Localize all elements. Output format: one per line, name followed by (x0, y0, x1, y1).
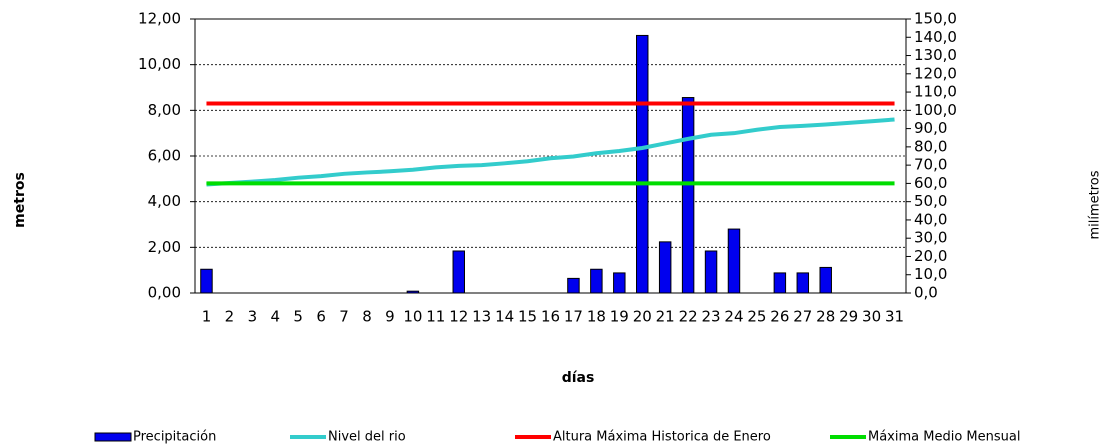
x-tick-label: 13 (472, 308, 491, 326)
x-tick-label: 3 (248, 308, 258, 326)
x-tick-label: 10 (403, 308, 422, 326)
y-tick-label: 0,00 (148, 284, 181, 302)
x-tick-label: 5 (293, 308, 303, 326)
legend-label: Precipitación (133, 430, 216, 445)
bar (636, 34, 649, 294)
x-tick-label: 12 (449, 308, 468, 326)
bar (819, 266, 832, 294)
x-axis-title: días (562, 370, 595, 386)
x-tick-label: 30 (862, 308, 881, 326)
bar (200, 268, 213, 294)
y2-tick-label: 30,0 (914, 229, 947, 247)
bar (681, 97, 695, 294)
y2-tick-label: 80,0 (914, 137, 947, 155)
bar (773, 272, 787, 294)
x-tick-label: 31 (885, 308, 904, 326)
x-tick-label: 7 (339, 308, 349, 326)
y-tick-label: 10,00 (138, 55, 181, 73)
y2-axis-title: milímetros (1088, 170, 1103, 239)
x-tick-label: 20 (633, 308, 652, 326)
y2-tick-label: 110,0 (914, 83, 957, 101)
y-tick-label: 4,00 (148, 192, 181, 210)
legend-label: Máxima Medio Mensual (868, 430, 1020, 445)
y2-tick-label: 0,0 (914, 284, 938, 302)
y2-tick-label: 130,0 (914, 46, 957, 64)
x-tick-label: 16 (541, 308, 560, 326)
y2-tick-label: 140,0 (914, 28, 957, 46)
plot-frame (194, 18, 907, 294)
y2-tick-label: 70,0 (914, 156, 947, 174)
legend-label: Altura Máxima Historica de Enero (553, 430, 771, 445)
y-tick-label: 6,00 (148, 147, 181, 165)
y2-tick-label: 100,0 (914, 101, 957, 119)
x-tick-label: 25 (747, 308, 766, 326)
bar (613, 272, 626, 294)
x-tick-label: 28 (816, 308, 835, 326)
x-tick-label: 24 (724, 308, 743, 326)
y2-tick-label: 150,0 (914, 10, 957, 28)
bar (658, 241, 672, 294)
x-tick-label: 4 (271, 308, 281, 326)
y2-tick-label: 40,0 (914, 210, 947, 228)
x-tick-label: 14 (495, 308, 514, 326)
x-tick-label: 1 (202, 308, 212, 326)
y2-tick-label: 120,0 (914, 64, 957, 82)
y2-tick-label: 60,0 (914, 174, 947, 192)
y2-tick-label: 20,0 (914, 247, 947, 265)
x-tick-label: 18 (587, 308, 606, 326)
y2-tick-label: 50,0 (914, 192, 947, 210)
x-tick-label: 19 (610, 308, 629, 326)
x-tick-label: 2 (225, 308, 235, 326)
y2-tick-label: 90,0 (914, 119, 947, 137)
bar (452, 250, 465, 294)
y-axis-title: metros (12, 172, 28, 228)
y-tick-label: 12,00 (138, 10, 181, 28)
legend-swatch (94, 432, 132, 442)
x-tick-label: 29 (839, 308, 858, 326)
y-tick-label: 2,00 (148, 238, 181, 256)
bar (590, 268, 603, 294)
x-tick-label: 22 (679, 308, 698, 326)
x-tick-label: 11 (426, 308, 445, 326)
x-tick-label: 9 (385, 308, 395, 326)
line (206, 117, 895, 187)
x-tick-label: 26 (770, 308, 789, 326)
x-tick-label: 23 (702, 308, 721, 326)
bar (796, 272, 810, 294)
y-tick-label: 8,00 (148, 101, 181, 119)
y2-tick-label: 10,0 (914, 265, 947, 283)
x-tick-label: 15 (518, 308, 537, 326)
bar (727, 228, 741, 294)
x-tick-label: 6 (316, 308, 326, 326)
legend-label: Nivel del rio (328, 430, 406, 445)
x-tick-label: 8 (362, 308, 372, 326)
bar (567, 277, 580, 294)
bar (704, 250, 718, 294)
x-tick-label: 17 (564, 308, 583, 326)
x-tick-label: 27 (793, 308, 812, 326)
x-tick-label: 21 (656, 308, 675, 326)
